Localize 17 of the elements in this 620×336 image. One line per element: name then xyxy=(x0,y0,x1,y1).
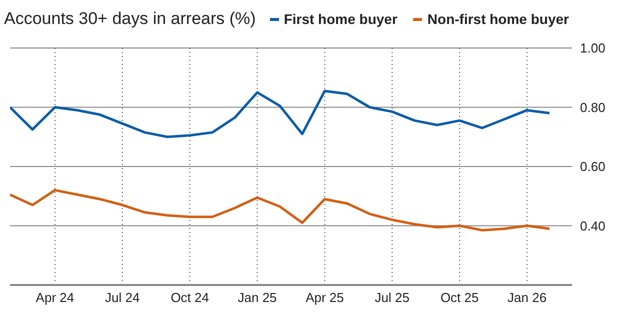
x-tick-label: Jan 25 xyxy=(238,290,277,306)
x-tick-label: Jul 24 xyxy=(105,290,140,306)
x-tick-label: Apr 24 xyxy=(36,290,74,306)
y-tick-label: 0.80 xyxy=(580,100,606,115)
legend-label: Non-first home buyer xyxy=(427,11,569,27)
x-tick-label: Jul 25 xyxy=(374,290,410,306)
y-tick-label: 1.00 xyxy=(580,40,606,56)
x-tick-label: Oct 24 xyxy=(170,290,209,306)
x-tick-label: Oct 25 xyxy=(440,290,479,306)
line-series xyxy=(10,90,551,138)
legend-label: First home buyer xyxy=(284,11,398,27)
line-series xyxy=(10,188,551,232)
y-tick-label: 0.40 xyxy=(580,218,606,234)
x-tick-label: Jan 26 xyxy=(508,290,547,306)
chart-title: Accounts 30+ days in arrears (%) xyxy=(4,9,256,29)
x-tick-label: Apr 25 xyxy=(306,290,344,306)
y-tick-label: 0.60 xyxy=(580,159,606,174)
